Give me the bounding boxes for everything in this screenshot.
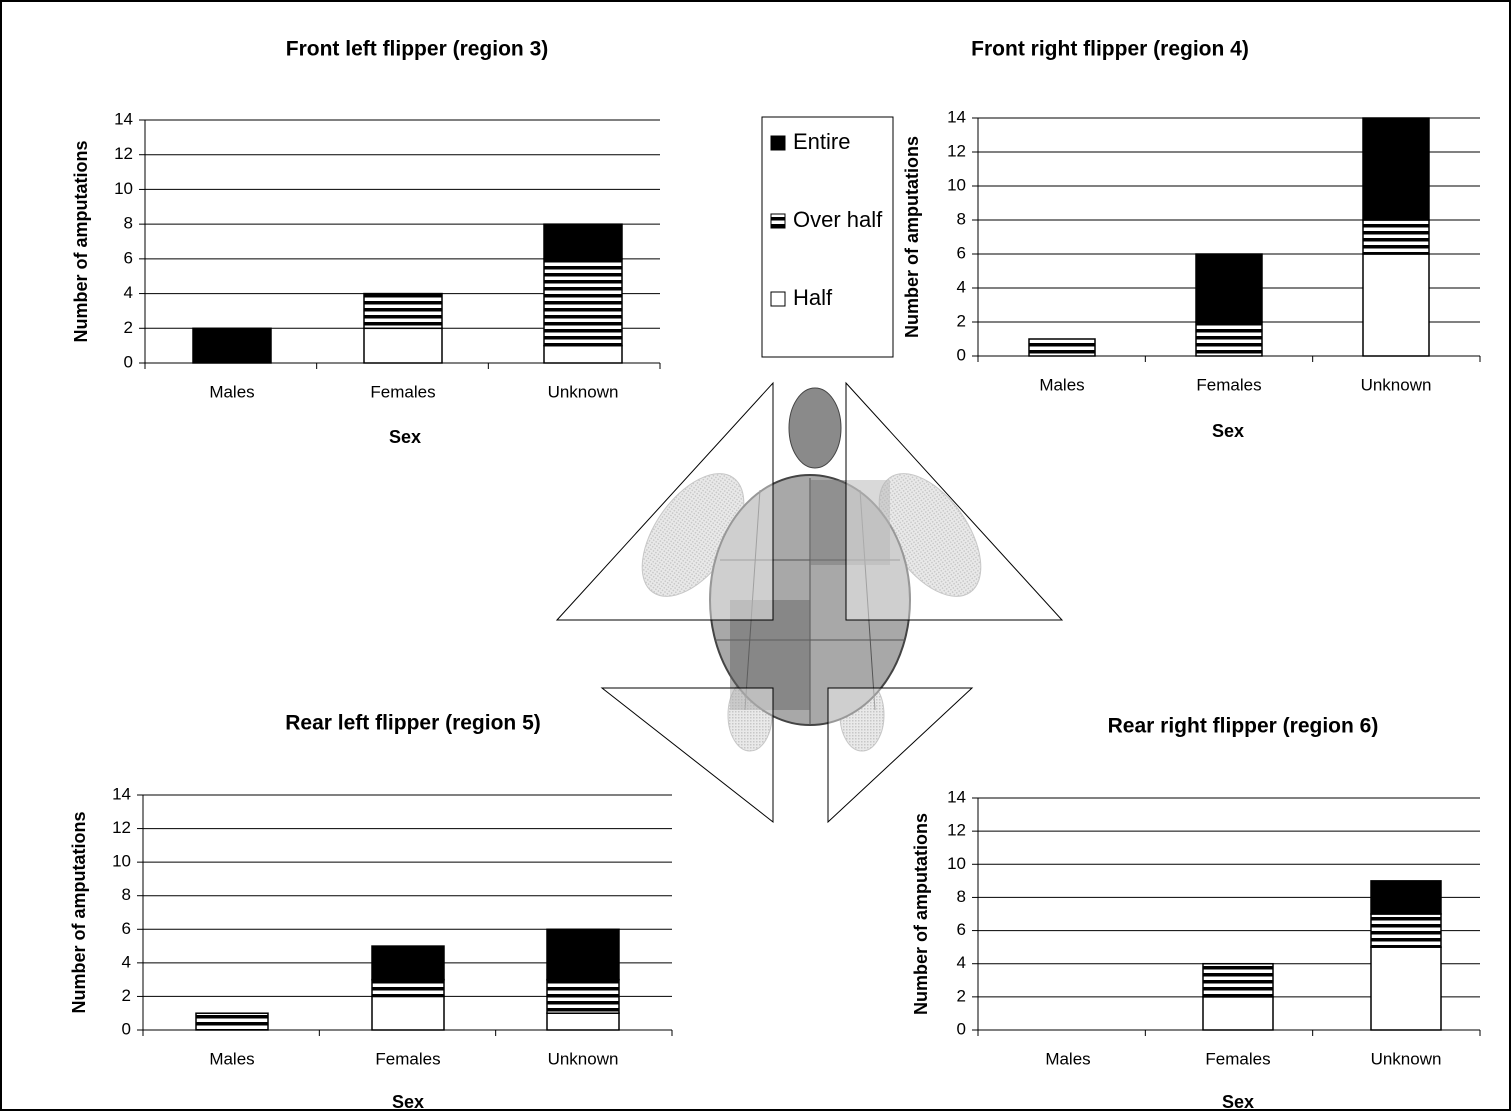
y-tick-label: 4: [124, 283, 133, 302]
x-axis-label: Sex: [389, 427, 421, 447]
y-tick-label: 8: [957, 209, 966, 228]
x-axis-label: Sex: [1212, 421, 1244, 441]
y-tick-label: 0: [124, 352, 133, 371]
y-tick-label: 6: [957, 243, 966, 262]
x-tick-label: Females: [1196, 375, 1261, 394]
x-tick-label: Females: [370, 382, 435, 401]
bar-segment: [364, 294, 442, 329]
y-tick-label: 2: [957, 311, 966, 330]
bar-segment: [544, 224, 622, 259]
y-tick-label: 12: [114, 144, 133, 163]
y-tick-label: 0: [957, 1019, 966, 1038]
y-tick-label: 8: [124, 214, 133, 233]
legend: Half Over half Entire: [762, 117, 893, 357]
bar-segment: [1363, 220, 1429, 254]
bar-segment: [372, 980, 444, 997]
x-tick-label: Unknown: [548, 382, 619, 401]
y-tick-label: 12: [947, 141, 966, 160]
y-tick-label: 2: [124, 318, 133, 337]
x-tick-label: Males: [209, 1049, 254, 1068]
y-tick-label: 12: [112, 818, 131, 837]
y-tick-label: 2: [122, 986, 131, 1005]
y-axis-label: Number of amputations: [71, 140, 91, 342]
y-tick-label: 4: [957, 277, 966, 296]
y-tick-label: 0: [122, 1019, 131, 1038]
bar-segment: [1371, 914, 1441, 947]
y-tick-label: 10: [947, 854, 966, 873]
bar-segment: [547, 1013, 619, 1030]
legend-swatch: [771, 292, 785, 306]
x-tick-label: Unknown: [1361, 375, 1432, 394]
bar-segment: [1029, 339, 1095, 356]
bar-segment: [1371, 947, 1441, 1030]
x-tick-label: Females: [1205, 1049, 1270, 1068]
chart-title: Rear left flipper (region 5): [285, 712, 541, 735]
y-tick-label: 8: [957, 887, 966, 906]
y-tick-label: 2: [957, 986, 966, 1005]
x-axis-label: Sex: [392, 1092, 424, 1111]
y-tick-label: 4: [122, 952, 131, 971]
y-axis-label: Number of amputations: [911, 813, 931, 1015]
chart-title: Rear right flipper (region 6): [1108, 715, 1379, 738]
y-tick-label: 10: [112, 852, 131, 871]
x-tick-label: Males: [1045, 1049, 1090, 1068]
bar-segment: [193, 328, 271, 363]
y-tick-label: 4: [957, 953, 966, 972]
x-tick-label: Unknown: [548, 1049, 619, 1068]
x-tick-label: Unknown: [1371, 1049, 1442, 1068]
y-tick-label: 10: [114, 179, 133, 198]
bar-segment: [1196, 254, 1262, 322]
y-tick-label: 14: [947, 787, 966, 806]
legend-label: Over half: [793, 207, 883, 232]
bar-segment: [544, 346, 622, 363]
chart-title: Front right flipper (region 4): [971, 38, 1249, 61]
bar-segment: [372, 996, 444, 1030]
x-tick-label: Males: [1039, 375, 1084, 394]
bar-segment: [196, 1013, 268, 1030]
bar-segment: [547, 929, 619, 979]
chart-title: Front left flipper (region 3): [286, 38, 549, 61]
x-tick-label: Males: [209, 382, 254, 401]
y-axis-label: Number of amputations: [902, 136, 922, 338]
bar-segment: [547, 980, 619, 1014]
y-tick-label: 10: [947, 175, 966, 194]
legend-label: Entire: [793, 129, 850, 154]
y-tick-label: 14: [112, 784, 131, 803]
legend-swatch: [771, 214, 785, 228]
bar-segment: [544, 259, 622, 346]
y-tick-label: 8: [122, 885, 131, 904]
y-axis-label: Number of amputations: [69, 811, 89, 1013]
bar-segment: [372, 946, 444, 980]
y-tick-label: 0: [957, 345, 966, 364]
x-axis-label: Sex: [1222, 1092, 1254, 1111]
y-tick-label: 6: [957, 920, 966, 939]
y-tick-label: 12: [947, 821, 966, 840]
bar-segment: [1363, 118, 1429, 220]
legend-label: Half: [793, 285, 833, 310]
y-tick-label: 6: [124, 248, 133, 267]
bar-segment: [364, 328, 442, 363]
bar-segment: [1371, 881, 1441, 914]
legend-swatch: [771, 136, 785, 150]
bar-segment: [1196, 322, 1262, 356]
figure: Front left flipper (region 3) 0 2 4 6 8 10 12 14…: [0, 0, 1512, 1111]
y-tick-label: 6: [122, 919, 131, 938]
y-tick-label: 14: [947, 107, 966, 126]
bar-segment: [1203, 997, 1273, 1030]
y-tick-label: 14: [114, 109, 133, 128]
bar-segment: [1363, 254, 1429, 356]
bar-segment: [1203, 964, 1273, 997]
x-tick-label: Females: [375, 1049, 440, 1068]
